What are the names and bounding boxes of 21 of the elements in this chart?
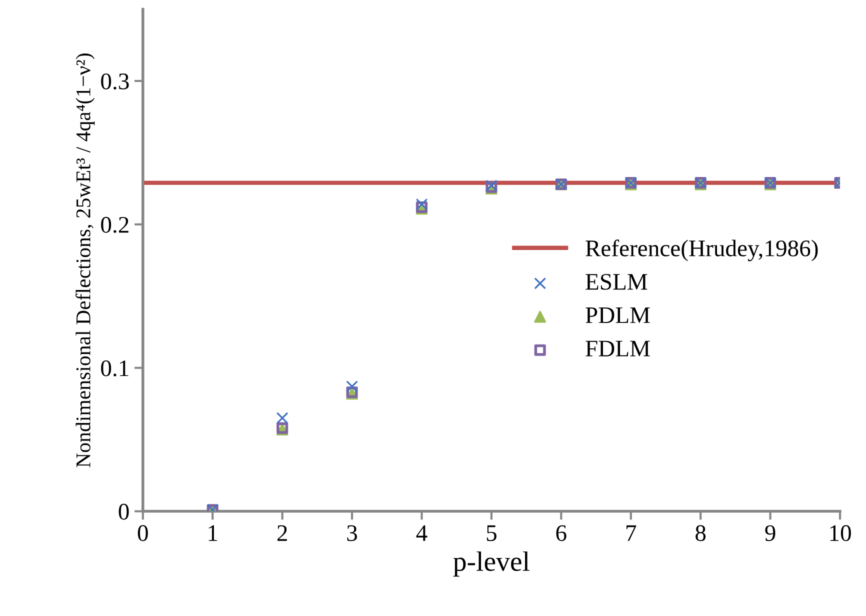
x-tick-label: 1 [208,525,218,541]
x-tick-label: 6 [556,525,566,542]
y-tick-label: 0 [118,504,129,520]
legend-label: Reference(Hrudey,1986) [586,240,818,262]
x-axis-title: p-level [453,551,530,577]
legend-label: PDLM [586,307,650,323]
x-tick-label: 5 [486,525,496,542]
x-tick-label: 8 [696,525,706,542]
legend-label: ESLM [586,274,648,290]
y-tick-label: 0.1 [101,360,128,376]
y-tick-label: 0.2 [101,216,128,233]
x-tick-label: 4 [416,525,428,541]
x-tick-label: 3 [347,525,358,542]
x-tick-label: 9 [765,525,776,542]
legend-label: FDLM [586,340,650,356]
y-axis-title: Nondimensional Deflections, 25wEt³ / 4qa⁴(1−ν²) [76,54,95,468]
x-tick-label: 2 [277,525,287,541]
y-tick-label: 0.3 [101,73,129,90]
x-tick-label: 7 [626,525,636,541]
x-tick-label: 0 [138,525,148,542]
x-tick-label: 10 [830,525,851,542]
